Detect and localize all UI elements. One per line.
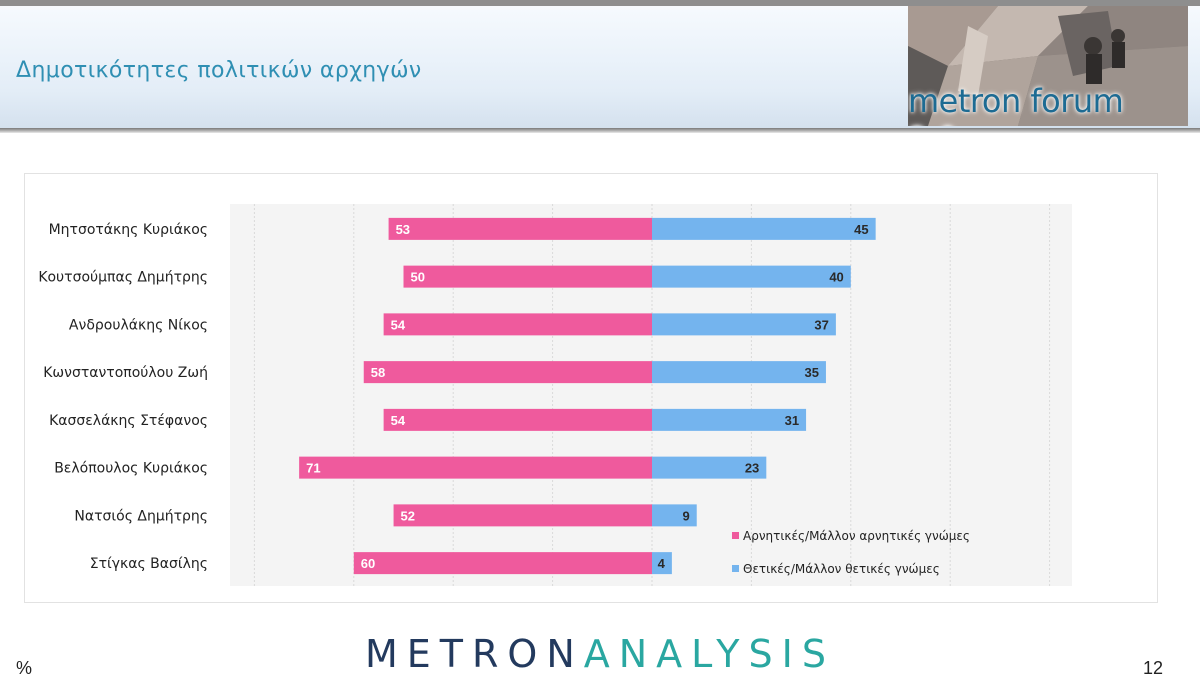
popularity-chart: Μητσοτάκης Κυριάκος 53 45 Κουτσούμπας Δημήτ… — [38, 204, 1072, 586]
bar-negative-value: 71 — [306, 461, 320, 476]
category-label: Κωνσταντοπούλου Ζωή — [43, 365, 208, 381]
legend-label: Αρνητικές/Μάλλον αρνητικές γνώμες — [743, 529, 970, 543]
bar-negative — [403, 265, 652, 288]
page-title: Δημοτικότητες πολιτικών αρχηγών — [16, 58, 422, 83]
category-label: Κασσελάκης Στέφανος — [49, 413, 208, 429]
bar-positive — [652, 504, 697, 527]
brand-logo-part-2: ANALYSIS — [583, 632, 835, 676]
bar-positive — [652, 265, 851, 288]
bar-negative-value: 52 — [401, 508, 415, 523]
top-strip — [0, 0, 1200, 6]
header-shadow — [0, 128, 1200, 133]
category-label: Στίγκας Βασίλης — [90, 556, 208, 572]
bar-negative-value: 58 — [371, 365, 385, 380]
bar-positive — [652, 552, 672, 575]
bar-negative-value: 53 — [396, 222, 410, 237]
bar-negative — [353, 552, 652, 575]
brand-logo-part-1: METRON — [365, 632, 584, 676]
bar-negative — [299, 456, 652, 479]
bar-negative — [383, 408, 652, 431]
page-number: 12 — [1143, 658, 1164, 678]
bar-positive-value: 45 — [854, 222, 868, 237]
bar-positive-value: 40 — [829, 270, 843, 285]
brand-logo: METRONANALYSIS — [0, 632, 1200, 676]
bar-positive-value: 35 — [804, 365, 818, 380]
bar-negative — [393, 504, 652, 527]
bar-negative — [363, 361, 652, 384]
bar-negative — [383, 313, 652, 336]
bar-positive — [652, 217, 876, 240]
bar-positive-value: 37 — [814, 317, 828, 332]
bar-positive — [652, 361, 826, 384]
bar-positive-value: 4 — [658, 556, 666, 571]
bar-positive-value: 31 — [785, 413, 799, 428]
forum-logo-text: metron forum 2.0 — [908, 82, 1124, 126]
bar-positive — [652, 408, 807, 431]
bar-positive — [652, 313, 836, 336]
category-label: Κουτσούμπας Δημήτρης — [38, 270, 208, 286]
category-label: Ανδρουλάκης Νίκος — [69, 317, 208, 333]
bar-positive-value: 9 — [682, 508, 689, 523]
unit-label: % — [16, 658, 33, 678]
legend-swatch — [732, 565, 739, 572]
bar-negative-value: 54 — [391, 413, 406, 428]
forum-logo: metron forum 2.0 — [908, 6, 1188, 126]
category-label: Μητσοτάκης Κυριάκος — [49, 222, 208, 238]
bar-positive — [652, 456, 767, 479]
bar-negative-value: 54 — [391, 317, 406, 332]
bar-negative-value: 50 — [411, 270, 425, 285]
legend-swatch — [732, 532, 739, 539]
bar-negative — [388, 217, 652, 240]
chart-frame: Μητσοτάκης Κυριάκος 53 45 Κουτσούμπας Δημήτ… — [24, 173, 1158, 603]
category-label: Νατσιός Δημήτρης — [74, 508, 208, 524]
bar-positive-value: 23 — [745, 461, 759, 476]
legend-label: Θετικές/Μάλλον θετικές γνώμες — [743, 562, 940, 576]
category-label: Βελόπουλος Κυριάκος — [54, 461, 208, 477]
bar-negative-value: 60 — [361, 556, 375, 571]
forum-logo-photo — [908, 6, 1188, 126]
